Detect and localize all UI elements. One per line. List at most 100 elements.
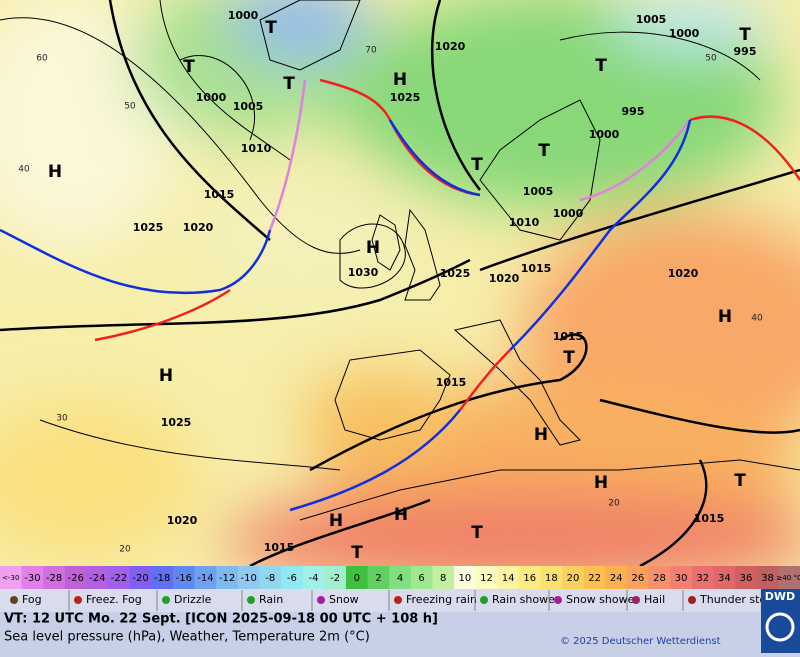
scale-cell xyxy=(389,566,412,589)
scale-label: 32 xyxy=(696,573,709,584)
scale-cell xyxy=(410,566,433,589)
scale-label: -4 xyxy=(309,573,319,584)
scale-cell xyxy=(345,566,369,589)
scale-label: ≥40 °C xyxy=(776,574,800,582)
scale-cell xyxy=(324,566,347,589)
isotherm-label: 30 xyxy=(56,414,68,424)
coastlines xyxy=(259,0,800,521)
scale-cell xyxy=(129,566,152,589)
isobar-label: 1005 xyxy=(636,13,667,26)
isobars xyxy=(0,0,800,566)
weather-symbol xyxy=(554,596,562,604)
pressure-center: H xyxy=(159,366,173,386)
pressure-center: T xyxy=(595,56,607,76)
scale-cell xyxy=(648,566,671,589)
isobar-label: 1020 xyxy=(183,221,214,234)
pressure-center: H xyxy=(718,307,732,327)
scale-label: 4 xyxy=(397,573,403,584)
scale-cell xyxy=(259,566,282,589)
isobar-label: 1000 xyxy=(669,27,700,40)
pressure-center: T xyxy=(183,57,195,77)
weather-symbol xyxy=(74,596,82,604)
isobar-label: 1020 xyxy=(668,267,699,280)
weather-legend: Fog Freez. Fog Drizzle Rain Snow Freezing rai… xyxy=(10,590,781,611)
pressure-center: T xyxy=(471,155,483,175)
scale-label: -30 xyxy=(24,573,40,584)
scale-cell xyxy=(735,566,758,589)
warm-front xyxy=(94,288,231,342)
scale-label: 38 xyxy=(761,573,774,584)
isotherm-label: 40 xyxy=(751,314,763,324)
isotherm-label: 70 xyxy=(365,46,377,56)
scale-label: 10 xyxy=(458,573,471,584)
scale-cell xyxy=(518,566,542,589)
pressure-center: T xyxy=(538,141,550,161)
weather-legend-bg xyxy=(0,589,760,612)
isotherm-label: 20 xyxy=(608,499,620,509)
isobar-label: 995 xyxy=(622,105,645,118)
scale-label: 14 xyxy=(502,573,515,584)
scale-cell xyxy=(778,566,800,589)
isotherm-label: 40 xyxy=(18,165,30,175)
scale-label: -20 xyxy=(132,573,148,584)
scale-cell xyxy=(216,566,239,589)
cold-front xyxy=(509,119,692,351)
isobar-label: 1005 xyxy=(523,185,554,198)
weather-legend-label: Freez. Fog xyxy=(86,593,142,606)
scale-label: -10 xyxy=(240,573,256,584)
weather-symbol xyxy=(394,596,402,604)
scale-cell xyxy=(475,566,498,589)
isobar-label: 1025 xyxy=(161,416,192,429)
scale-label: 30 xyxy=(675,573,688,584)
scale-cell xyxy=(367,566,390,589)
weather-legend-label: Drizzle xyxy=(174,593,212,606)
scale-label: 2 xyxy=(375,573,381,584)
pressure-center: H xyxy=(394,505,408,525)
scale-label: 0 xyxy=(354,573,360,584)
scale-label: 28 xyxy=(653,573,666,584)
weather-legend-label: Rain shower xyxy=(492,593,560,606)
isobar-label: 1005 xyxy=(233,100,264,113)
pressure-center: T xyxy=(471,523,483,543)
scale-cell xyxy=(64,566,87,589)
scale-cell xyxy=(713,566,736,589)
scale-cell xyxy=(108,566,131,589)
scale-cell xyxy=(194,566,217,589)
weather-symbol xyxy=(247,596,255,604)
isobar-label: 1015 xyxy=(264,541,295,554)
valid-time: VT: 12 UTC Mo. 22 Sept. [ICON 2025-09-18… xyxy=(4,612,438,627)
weather-symbol xyxy=(632,596,640,604)
isobar-label: 995 xyxy=(734,45,757,58)
isobar-label: 1010 xyxy=(241,142,272,155)
scale-cell xyxy=(562,566,585,589)
isobar-label: 1015 xyxy=(204,188,235,201)
pressure-center: T xyxy=(265,18,277,38)
scale-label: 16 xyxy=(523,573,536,584)
weather-legend-label: Fog xyxy=(22,593,42,606)
pressure-center: T xyxy=(739,25,751,45)
scale-label: 12 xyxy=(480,573,493,584)
isobar-label: 1025 xyxy=(133,221,164,234)
pressure-center: T xyxy=(283,74,295,94)
scale-label: -12 xyxy=(219,573,235,584)
isobar-label: 1000 xyxy=(553,207,584,220)
pressure-center: H xyxy=(534,425,548,445)
warm-front xyxy=(689,115,800,181)
cold-front xyxy=(388,119,481,197)
scale-cell xyxy=(432,566,455,589)
weather-symbol xyxy=(162,596,170,604)
isobar-label: 1020 xyxy=(435,40,466,53)
scale-label: 20 xyxy=(567,573,580,584)
scale-label: -2 xyxy=(330,573,340,584)
scale-cell xyxy=(237,566,260,589)
weather-legend-label: Snow xyxy=(329,593,359,606)
temperature-scale: <-30 -30 -28 -26 -24 -22 -20 -18 -16 -14 -12 -10 -8-… xyxy=(0,566,800,589)
description: Sea level pressure (hPa), Weather, Tempe… xyxy=(4,630,370,645)
pressure-center: H xyxy=(48,162,62,182)
pressure-center: T xyxy=(734,471,746,491)
isobar-label: 1000 xyxy=(589,128,620,141)
scale-label: -14 xyxy=(197,573,213,584)
scale-cell xyxy=(583,566,606,589)
isobar-label: 1025 xyxy=(440,267,471,280)
